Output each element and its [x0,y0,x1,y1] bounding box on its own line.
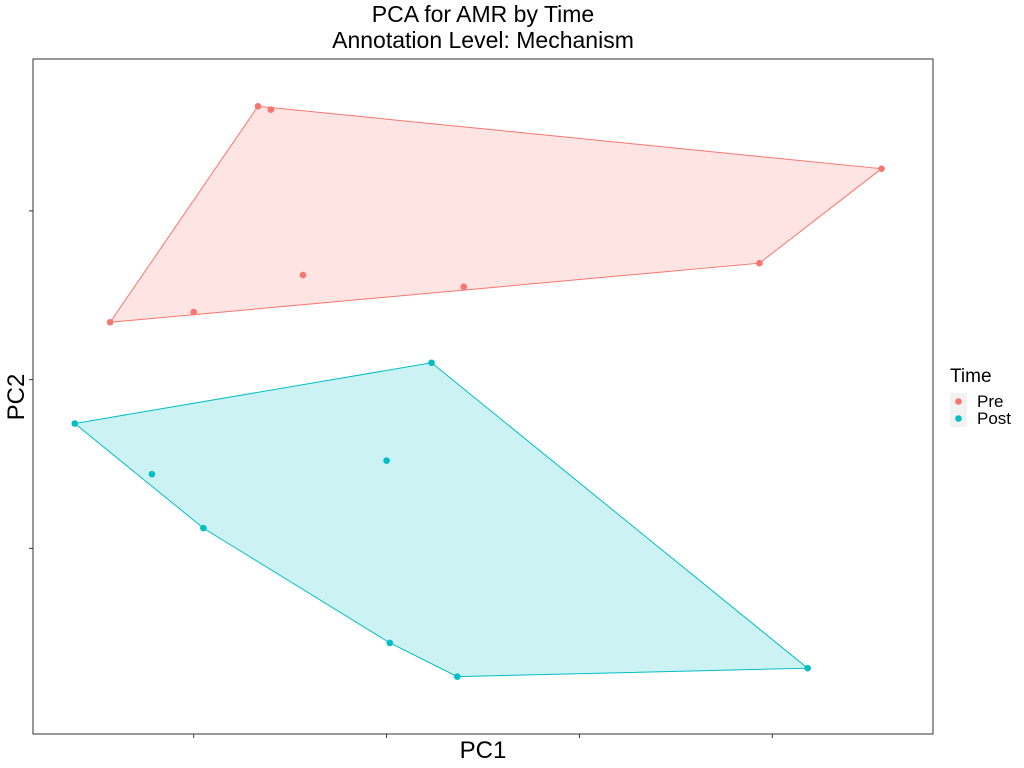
chart-title: PCA for AMR by Time [372,1,594,27]
chart-subtitle: Annotation Level: Mechanism [332,27,634,53]
point-post-2 [200,524,207,532]
point-pre-0 [106,318,114,326]
point-post-4 [428,359,435,367]
point-post-3 [383,457,390,464]
x-axis-title: PC1 [460,737,507,764]
point-pre-3 [267,106,275,113]
point-pre-7 [878,165,885,172]
hull-layer [73,105,883,678]
point-post-0 [71,420,79,427]
legend-label-pre: Pre [977,392,1003,411]
point-post-6 [453,673,461,680]
point-post-5 [386,639,394,647]
point-pre-2 [254,102,262,110]
legend-label-post: Post [977,409,1011,428]
y-axis-ticks [29,210,33,549]
legend-key-pre [955,398,962,405]
point-pre-5 [460,283,468,291]
point-layer [71,102,885,680]
x-axis-ticks [193,734,773,738]
hull-pre [109,105,883,323]
point-post-7 [804,664,811,672]
y-axis-title: PC2 [3,374,30,421]
hull-post [73,362,810,678]
point-pre-6 [756,259,763,267]
legend-title: Time [950,366,992,387]
point-post-1 [148,470,156,478]
point-pre-4 [299,271,307,279]
plot-panel-border [32,58,934,735]
point-pre-1 [190,308,198,316]
legend-key-post [955,415,962,422]
